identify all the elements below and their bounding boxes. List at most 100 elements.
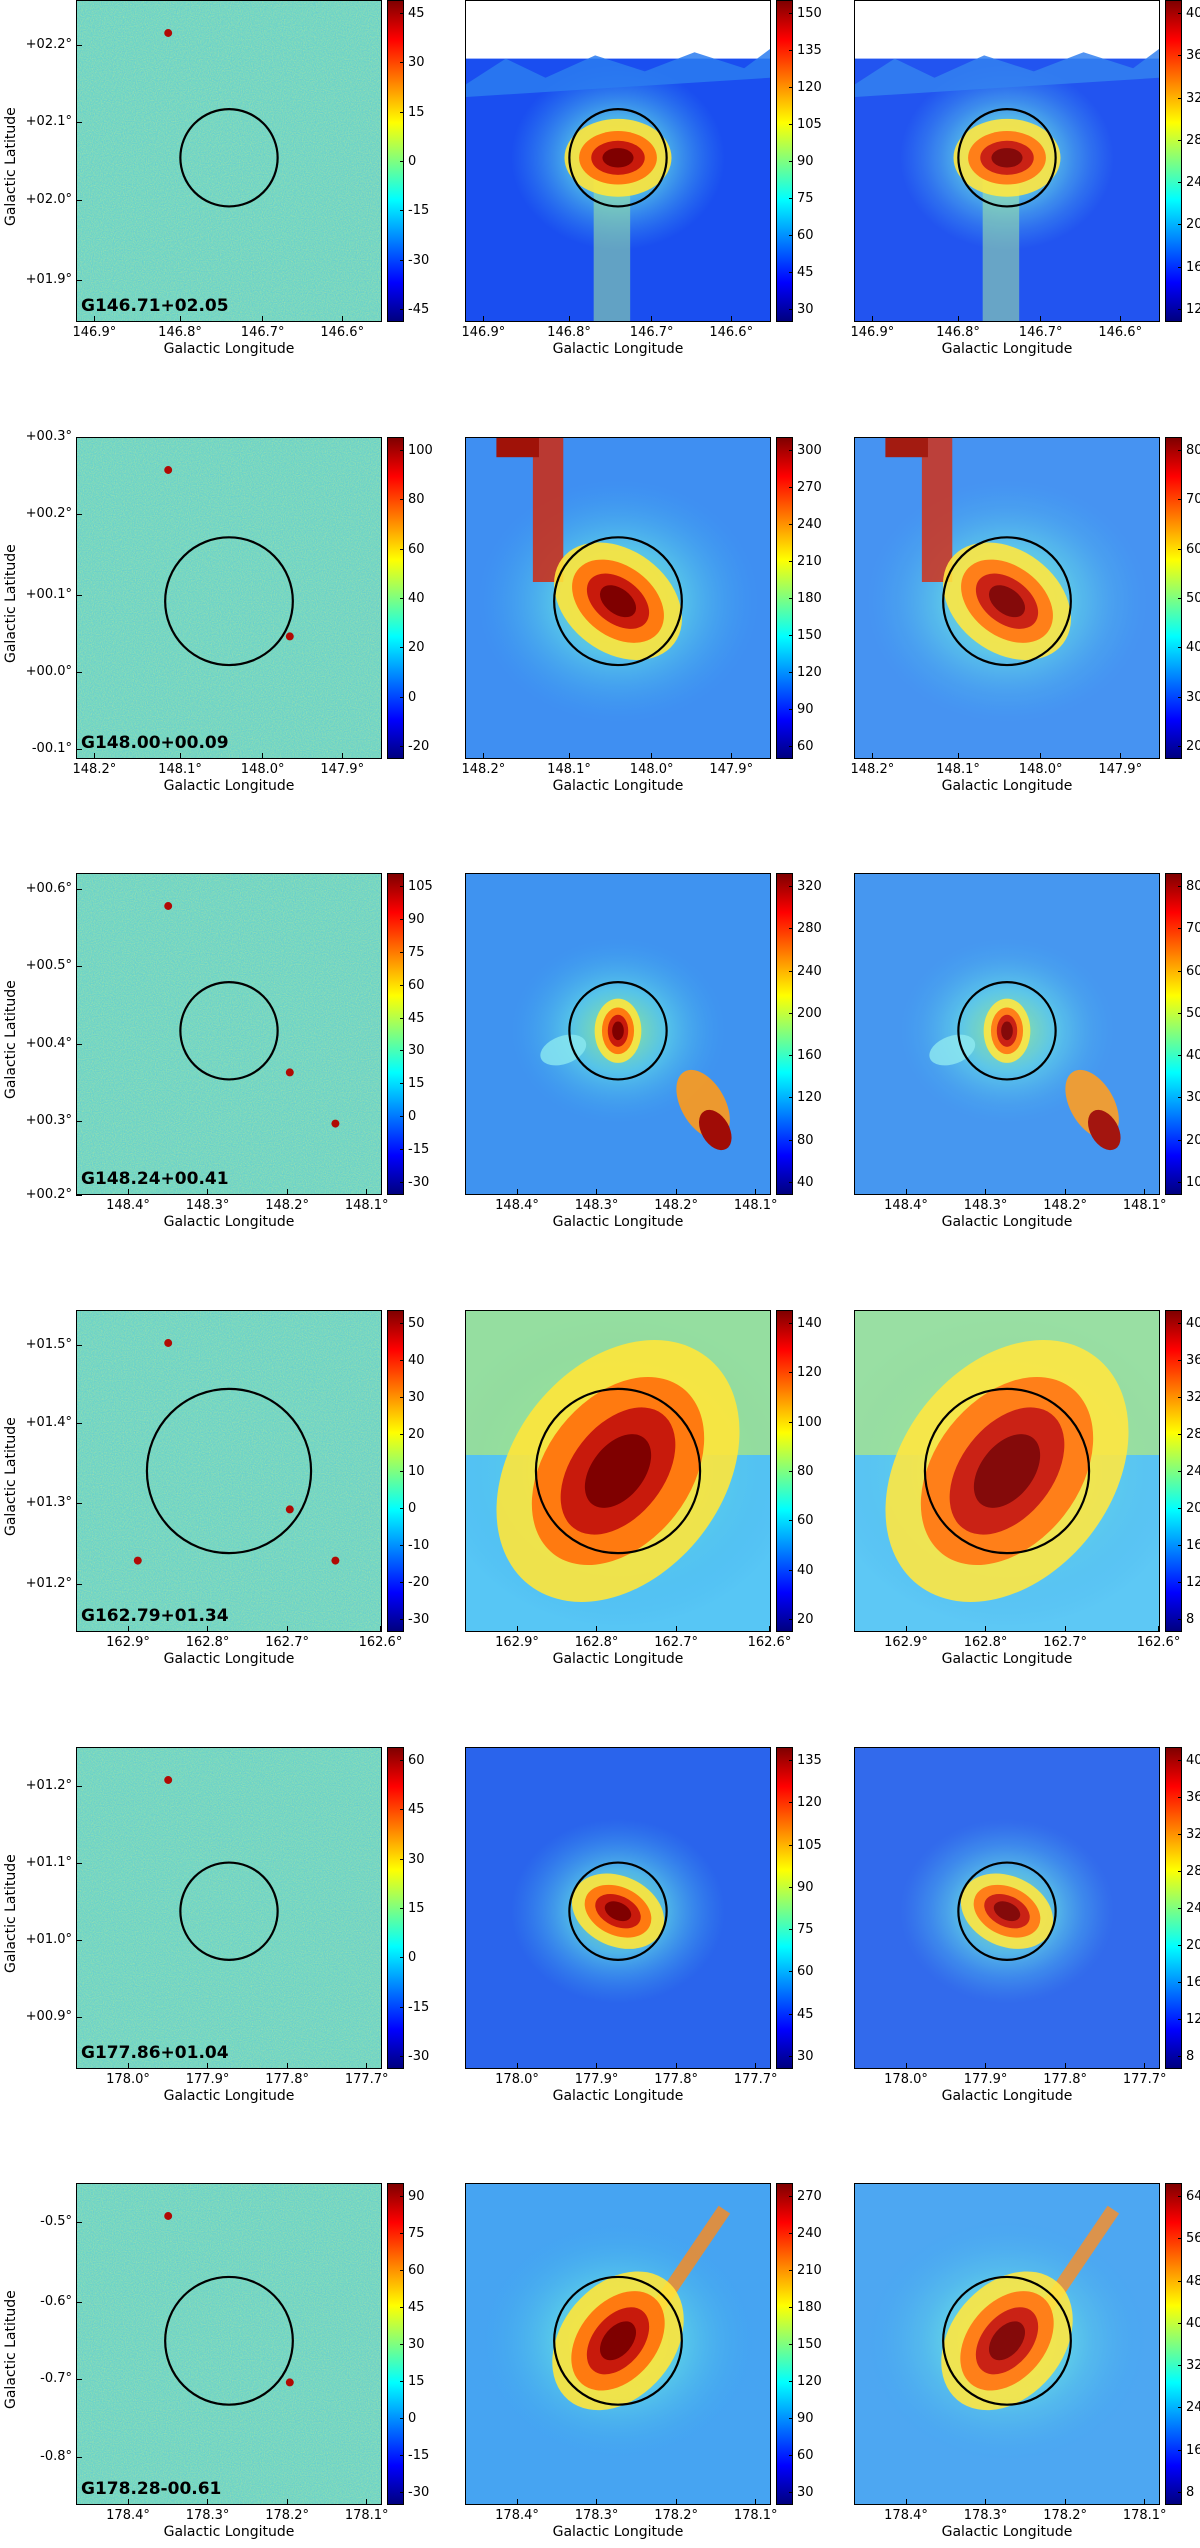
x-tick-mark	[905, 1189, 907, 1195]
colorbar-tick-label: 60	[797, 2448, 814, 2464]
point-source	[164, 1776, 173, 1784]
colorbar-tick-mark	[1178, 1097, 1182, 1099]
colorbar-tick-label: 150	[797, 2337, 822, 2352]
colorbar-tick-mark	[400, 499, 404, 501]
noise-texture	[77, 1, 381, 321]
x-axis-label: Galactic Longitude	[941, 778, 1073, 794]
x-tick-mark	[985, 1626, 987, 1632]
noise-texture	[77, 1748, 381, 2068]
x-tick-mark	[366, 1189, 368, 1195]
x-tick-mark	[207, 1626, 209, 1632]
y-tick-label: +00.6°	[25, 881, 72, 897]
colorbar-tick-label: 28	[1186, 132, 1200, 148]
colorbar-tick-mark	[1178, 1508, 1182, 1510]
colorbar-tick-label: 12	[1186, 2012, 1200, 2028]
x-tick-mark	[755, 2063, 757, 2069]
colorbar-tick-mark	[400, 598, 404, 599]
smoothed-emission-map	[854, 437, 1160, 759]
dense-core	[1088, 1109, 1121, 1151]
colorbar-tick-mark	[789, 1520, 793, 1522]
x-axis-label: Galactic Longitude	[163, 2524, 295, 2540]
colorbar-tick-label: 30	[408, 1851, 425, 1867]
smoothing-overlay	[855, 1311, 1159, 1631]
y-tick-label: +00.2°	[25, 506, 72, 522]
colorbar-tick-label: 32	[1186, 1826, 1200, 1842]
x-tick-mark	[127, 1189, 129, 1195]
colorbar-tick-label: 8	[1186, 2049, 1195, 2065]
colorbar-tick-mark	[789, 1097, 793, 1099]
colorbar-tick-label: 0	[408, 2411, 417, 2427]
colorbar-tick-mark	[400, 1149, 404, 1151]
dense-core	[991, 148, 1023, 168]
colorbar-tick-mark	[789, 2381, 793, 2383]
colorbar-tick-mark	[400, 111, 404, 113]
colorbar-tick-label: 0	[408, 1501, 417, 1517]
colorbar-tick-label: 32	[1186, 90, 1200, 106]
x-tick-label: 146.8°	[936, 325, 980, 340]
colorbar-tick-mark	[400, 2269, 404, 2271]
colorbar-tick-label: 24	[1186, 1464, 1200, 1479]
x-axis-label: Galactic Longitude	[163, 2088, 295, 2104]
x-tick-label: 162.8°	[574, 1635, 619, 1650]
x-tick-label: 146.9°	[72, 325, 117, 340]
colorbar-tick-label: 240	[797, 2225, 822, 2241]
y-tick-label: +00.0°	[25, 664, 72, 680]
x-tick-label: 146.6°	[1098, 325, 1143, 340]
x-tick-label: 148.0°	[629, 762, 674, 777]
residual-map	[76, 437, 382, 759]
colorbar-tick-label: 16	[1186, 259, 1200, 275]
colorbar-tick-label: 12	[1186, 1575, 1200, 1591]
colorbar-tick-label: 210	[797, 553, 822, 569]
colorbar-tick-mark	[789, 449, 793, 451]
colorbar-tick-mark	[1178, 2195, 1182, 2197]
colorbar-tick-mark	[789, 1619, 793, 1621]
point-source	[164, 1339, 173, 1347]
colorbar-tick-label: 135	[797, 42, 822, 58]
colorbar	[1165, 873, 1182, 1195]
colorbar-tick-mark	[400, 2344, 404, 2345]
y-tick-mark	[76, 2017, 82, 2019]
x-tick-mark	[985, 1189, 987, 1195]
colorbar-tick-label: 60	[797, 228, 814, 244]
point-source	[164, 29, 173, 37]
x-tick-label: 162.7°	[654, 1635, 698, 1650]
colorbar-tick-mark	[400, 1471, 404, 1472]
colorbar-tick-mark	[789, 1844, 793, 1846]
colorbar-tick-mark	[1178, 1870, 1182, 1872]
colorbar-tick-label: -15	[408, 1999, 430, 2015]
x-tick-mark	[1040, 753, 1042, 759]
x-tick-label: 162.7°	[265, 1635, 309, 1650]
x-tick-mark	[1119, 753, 1121, 759]
colorbar-tick-mark	[1178, 182, 1182, 184]
colorbar-tick-mark	[789, 1886, 793, 1888]
colorbar-tick-mark	[789, 235, 793, 237]
x-tick-mark	[366, 2063, 368, 2069]
x-tick-mark	[286, 1189, 288, 1195]
colorbar-tick-mark	[400, 1322, 404, 1324]
colorbar-tick-label: 50	[1186, 1005, 1200, 1021]
colorbar-tick-mark	[1178, 499, 1182, 501]
filament	[929, 1034, 976, 1066]
colorbar-tick-mark	[400, 309, 404, 311]
x-tick-label: 146.9°	[461, 325, 506, 340]
x-tick-mark	[516, 1626, 518, 1632]
colorbar-tick-label: 15	[408, 104, 425, 120]
y-tick-mark	[76, 1785, 82, 1787]
colorbar-tick-label: 15	[408, 1076, 425, 1092]
x-axis-label: Galactic Longitude	[552, 1651, 684, 1667]
x-tick-label: 148.3°	[185, 1198, 230, 1213]
colorbar-tick-mark	[1178, 309, 1182, 311]
colorbar-tick-label: 80	[1186, 442, 1200, 458]
colorbar-tick-mark	[789, 1055, 793, 1057]
x-tick-mark	[651, 316, 653, 322]
colorbar-tick-mark	[789, 1802, 793, 1804]
x-tick-label: 178.1°	[344, 2508, 389, 2523]
aperture-circle	[923, 1387, 1091, 1555]
x-axis-label: Galactic Longitude	[163, 341, 295, 357]
colorbar-tick-label: 60	[1186, 963, 1200, 979]
colorbar-tick-mark	[1178, 97, 1182, 99]
colorbar-tick-label: 90	[408, 911, 425, 927]
colorbar-tick-mark	[400, 1433, 404, 1435]
map-image	[855, 1311, 1159, 1631]
colorbar-tick-label: 30	[1186, 689, 1200, 705]
